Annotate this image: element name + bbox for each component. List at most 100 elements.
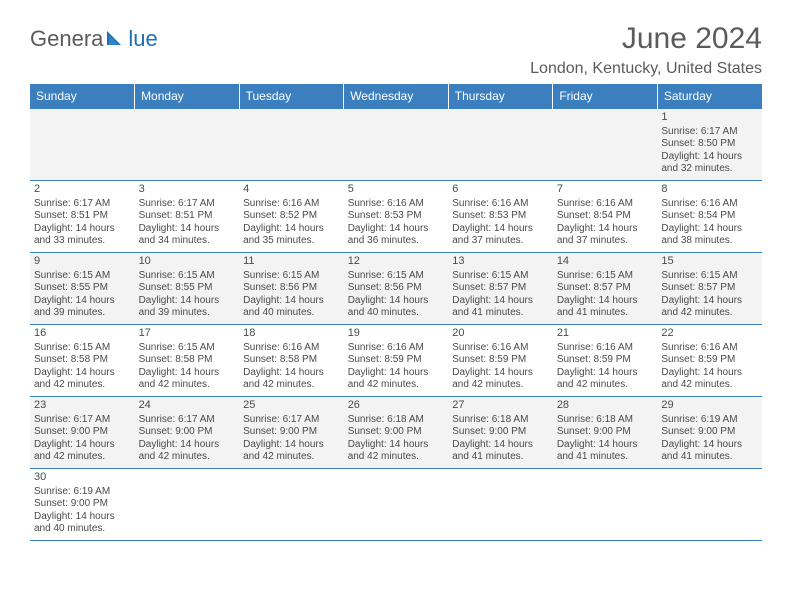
day-number: 30 bbox=[34, 471, 131, 485]
daylight-line: Daylight: 14 hours bbox=[661, 439, 758, 452]
daylight-line: and 42 minutes. bbox=[243, 379, 340, 392]
daylight-line: Daylight: 14 hours bbox=[452, 367, 549, 380]
sunset-line: Sunset: 8:56 PM bbox=[243, 282, 340, 295]
day-number: 7 bbox=[557, 183, 654, 197]
daylight-line: and 41 minutes. bbox=[557, 451, 654, 464]
calendar-cell bbox=[135, 109, 240, 181]
daylight-line: and 42 minutes. bbox=[348, 451, 445, 464]
calendar-row: 1Sunrise: 6:17 AMSunset: 8:50 PMDaylight… bbox=[30, 109, 762, 181]
daylight-line: Daylight: 14 hours bbox=[34, 223, 131, 236]
day-header: Thursday bbox=[448, 84, 553, 109]
calendar-cell: 18Sunrise: 6:16 AMSunset: 8:58 PMDayligh… bbox=[239, 325, 344, 397]
daylight-line: and 36 minutes. bbox=[348, 235, 445, 248]
sunrise-line: Sunrise: 6:17 AM bbox=[139, 414, 236, 427]
sunrise-line: Sunrise: 6:16 AM bbox=[243, 198, 340, 211]
day-number: 2 bbox=[34, 183, 131, 197]
day-header: Sunday bbox=[30, 84, 135, 109]
day-number: 29 bbox=[661, 399, 758, 413]
sunset-line: Sunset: 8:58 PM bbox=[243, 354, 340, 367]
daylight-line: Daylight: 14 hours bbox=[661, 151, 758, 164]
daylight-line: and 42 minutes. bbox=[243, 451, 340, 464]
sunset-line: Sunset: 8:52 PM bbox=[243, 210, 340, 223]
calendar-row: 16Sunrise: 6:15 AMSunset: 8:58 PMDayligh… bbox=[30, 325, 762, 397]
sunset-line: Sunset: 9:00 PM bbox=[452, 426, 549, 439]
day-number: 17 bbox=[139, 327, 236, 341]
daylight-line: Daylight: 14 hours bbox=[34, 367, 131, 380]
daylight-line: and 39 minutes. bbox=[139, 307, 236, 320]
daylight-line: Daylight: 14 hours bbox=[557, 439, 654, 452]
calendar-cell: 24Sunrise: 6:17 AMSunset: 9:00 PMDayligh… bbox=[135, 397, 240, 469]
sunset-line: Sunset: 8:58 PM bbox=[139, 354, 236, 367]
calendar-row: 2Sunrise: 6:17 AMSunset: 8:51 PMDaylight… bbox=[30, 181, 762, 253]
sunrise-line: Sunrise: 6:15 AM bbox=[139, 342, 236, 355]
day-number: 9 bbox=[34, 255, 131, 269]
day-number: 26 bbox=[348, 399, 445, 413]
sunset-line: Sunset: 8:57 PM bbox=[557, 282, 654, 295]
calendar-row: 30Sunrise: 6:19 AMSunset: 9:00 PMDayligh… bbox=[30, 469, 762, 541]
sunrise-line: Sunrise: 6:15 AM bbox=[34, 270, 131, 283]
daylight-line: and 41 minutes. bbox=[452, 451, 549, 464]
sunset-line: Sunset: 8:57 PM bbox=[661, 282, 758, 295]
daylight-line: and 40 minutes. bbox=[348, 307, 445, 320]
day-number: 25 bbox=[243, 399, 340, 413]
day-number: 27 bbox=[452, 399, 549, 413]
sunrise-line: Sunrise: 6:17 AM bbox=[661, 126, 758, 139]
sunset-line: Sunset: 8:55 PM bbox=[34, 282, 131, 295]
calendar-cell: 15Sunrise: 6:15 AMSunset: 8:57 PMDayligh… bbox=[657, 253, 762, 325]
calendar-cell: 16Sunrise: 6:15 AMSunset: 8:58 PMDayligh… bbox=[30, 325, 135, 397]
sunset-line: Sunset: 9:00 PM bbox=[34, 426, 131, 439]
day-number: 19 bbox=[348, 327, 445, 341]
daylight-line: Daylight: 14 hours bbox=[139, 439, 236, 452]
day-number: 1 bbox=[661, 111, 758, 125]
sunrise-line: Sunrise: 6:15 AM bbox=[557, 270, 654, 283]
sunrise-line: Sunrise: 6:17 AM bbox=[34, 198, 131, 211]
daylight-line: and 40 minutes. bbox=[243, 307, 340, 320]
calendar-cell: 3Sunrise: 6:17 AMSunset: 8:51 PMDaylight… bbox=[135, 181, 240, 253]
daylight-line: and 32 minutes. bbox=[661, 163, 758, 176]
calendar-cell: 11Sunrise: 6:15 AMSunset: 8:56 PMDayligh… bbox=[239, 253, 344, 325]
sunrise-line: Sunrise: 6:15 AM bbox=[452, 270, 549, 283]
day-number: 16 bbox=[34, 327, 131, 341]
title-block: June 2024 London, Kentucky, United State… bbox=[530, 22, 762, 78]
sunset-line: Sunset: 9:00 PM bbox=[557, 426, 654, 439]
calendar-cell: 5Sunrise: 6:16 AMSunset: 8:53 PMDaylight… bbox=[344, 181, 449, 253]
calendar-table: Sunday Monday Tuesday Wednesday Thursday… bbox=[30, 84, 762, 541]
calendar-cell: 10Sunrise: 6:15 AMSunset: 8:55 PMDayligh… bbox=[135, 253, 240, 325]
sunrise-line: Sunrise: 6:18 AM bbox=[348, 414, 445, 427]
daylight-line: and 40 minutes. bbox=[34, 523, 131, 536]
day-number: 22 bbox=[661, 327, 758, 341]
daylight-line: and 42 minutes. bbox=[348, 379, 445, 392]
sunset-line: Sunset: 9:00 PM bbox=[348, 426, 445, 439]
daylight-line: Daylight: 14 hours bbox=[661, 223, 758, 236]
sunset-line: Sunset: 8:59 PM bbox=[661, 354, 758, 367]
day-number: 24 bbox=[139, 399, 236, 413]
calendar-cell: 8Sunrise: 6:16 AMSunset: 8:54 PMDaylight… bbox=[657, 181, 762, 253]
sunrise-line: Sunrise: 6:15 AM bbox=[139, 270, 236, 283]
calendar-cell bbox=[30, 109, 135, 181]
calendar-cell: 23Sunrise: 6:17 AMSunset: 9:00 PMDayligh… bbox=[30, 397, 135, 469]
daylight-line: and 35 minutes. bbox=[243, 235, 340, 248]
daylight-line: Daylight: 14 hours bbox=[34, 295, 131, 308]
daylight-line: Daylight: 14 hours bbox=[452, 223, 549, 236]
month-title: June 2024 bbox=[530, 22, 762, 56]
calendar-cell: 21Sunrise: 6:16 AMSunset: 8:59 PMDayligh… bbox=[553, 325, 658, 397]
daylight-line: Daylight: 14 hours bbox=[661, 295, 758, 308]
calendar-cell bbox=[135, 469, 240, 541]
daylight-line: Daylight: 14 hours bbox=[452, 295, 549, 308]
sunrise-line: Sunrise: 6:16 AM bbox=[452, 198, 549, 211]
calendar-cell: 20Sunrise: 6:16 AMSunset: 8:59 PMDayligh… bbox=[448, 325, 553, 397]
day-number: 28 bbox=[557, 399, 654, 413]
daylight-line: Daylight: 14 hours bbox=[139, 295, 236, 308]
calendar-cell bbox=[553, 109, 658, 181]
daylight-line: Daylight: 14 hours bbox=[348, 367, 445, 380]
day-number: 3 bbox=[139, 183, 236, 197]
day-number: 14 bbox=[557, 255, 654, 269]
daylight-line: and 41 minutes. bbox=[452, 307, 549, 320]
sunset-line: Sunset: 8:57 PM bbox=[452, 282, 549, 295]
sunrise-line: Sunrise: 6:19 AM bbox=[661, 414, 758, 427]
sunrise-line: Sunrise: 6:18 AM bbox=[452, 414, 549, 427]
daylight-line: and 42 minutes. bbox=[139, 451, 236, 464]
daylight-line: and 42 minutes. bbox=[452, 379, 549, 392]
day-header: Tuesday bbox=[239, 84, 344, 109]
daylight-line: and 38 minutes. bbox=[661, 235, 758, 248]
